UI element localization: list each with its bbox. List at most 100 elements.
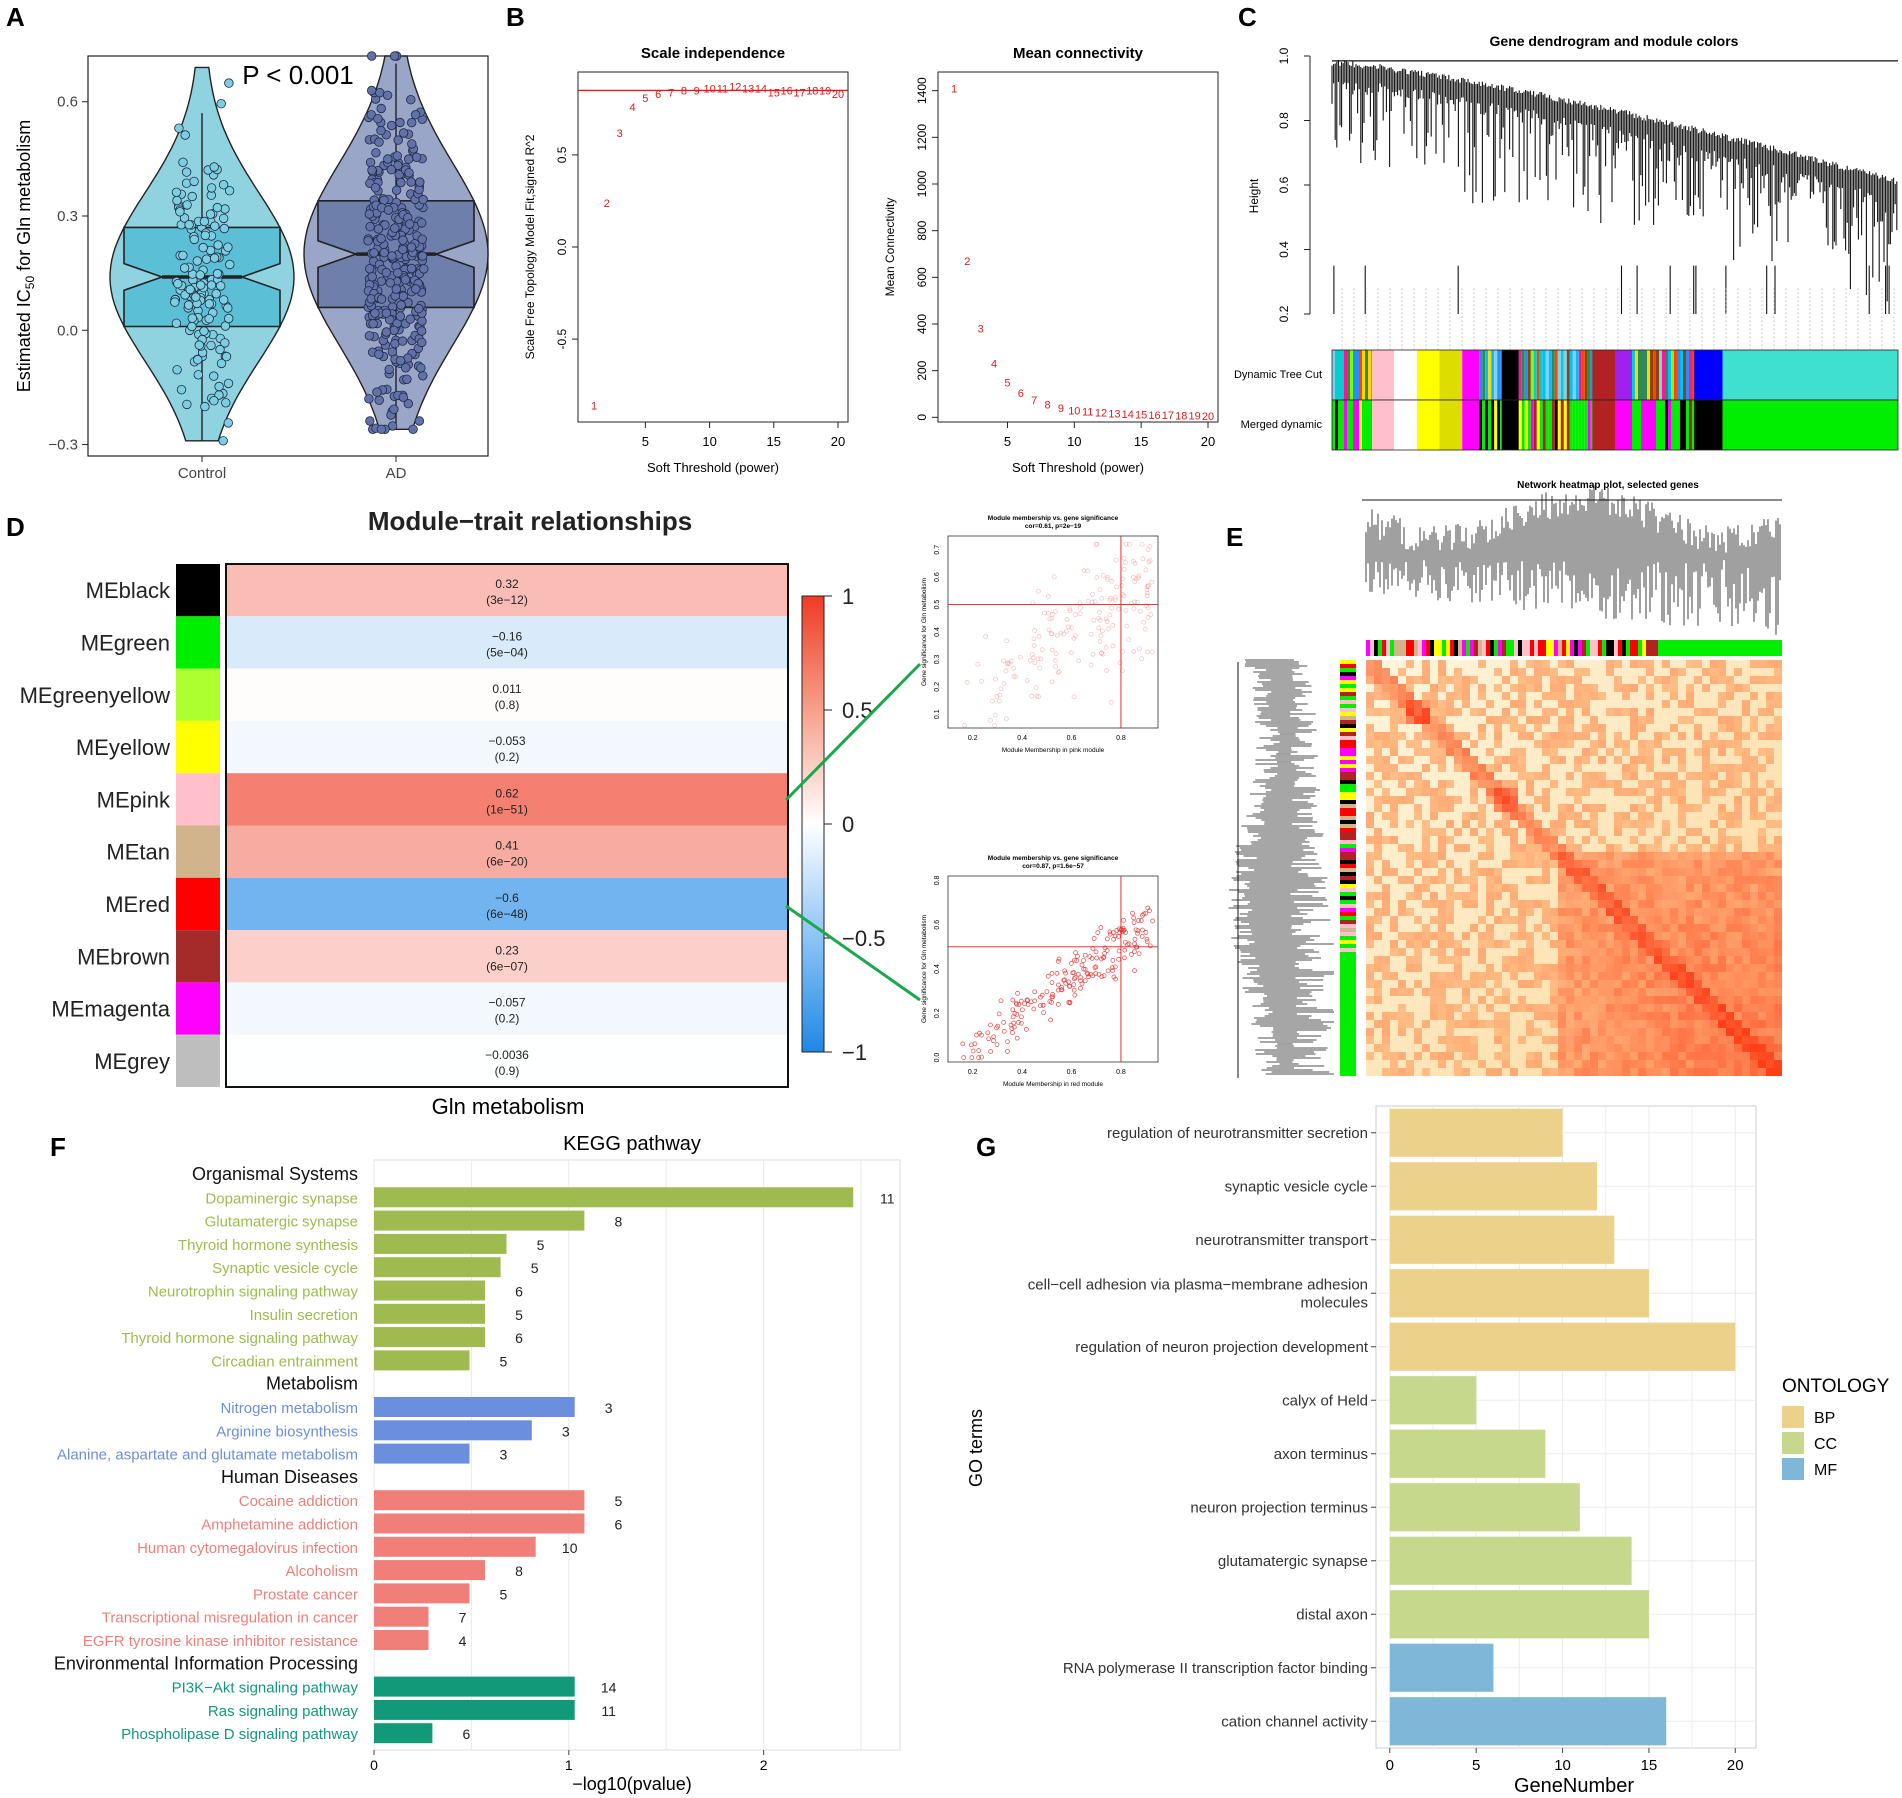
heatmap-cell	[1654, 1004, 1662, 1012]
scatter-point	[1144, 584, 1150, 589]
heatmap-cell	[1774, 676, 1782, 684]
heatmap-cell	[1470, 1012, 1478, 1020]
heatmap-cell	[1486, 940, 1494, 948]
heatmap-cell	[1654, 996, 1662, 1004]
x-tick-label: 20	[1201, 434, 1215, 449]
module-color-strip-top	[1482, 640, 1486, 656]
correlation-value: 0.62	[495, 786, 519, 800]
scatter-point	[1127, 541, 1132, 547]
x-tick-label: 1	[565, 1757, 573, 1773]
data-point	[212, 268, 223, 279]
heatmap-cell	[1534, 828, 1542, 836]
heatmap-cell	[1678, 1052, 1686, 1060]
heatmap-cell	[1622, 868, 1630, 876]
heatmap-cell	[1390, 820, 1398, 828]
x-tick-label: 5	[642, 434, 649, 449]
dynamic-tree-cut-bar	[1557, 350, 1561, 400]
heatmap-cell	[1734, 916, 1742, 924]
heatmap-cell	[1566, 916, 1574, 924]
data-point	[170, 297, 180, 307]
heatmap-cell	[1654, 1052, 1662, 1060]
heatmap-cell	[1422, 724, 1430, 732]
heatmap-cell	[1758, 1044, 1766, 1052]
panel-d-title: Module−trait relationships	[368, 506, 692, 536]
heatmap-cell	[1758, 996, 1766, 1004]
module-color-strip-left	[1340, 876, 1356, 880]
heatmap-cell	[1726, 868, 1734, 876]
heatmap-cell	[1430, 852, 1438, 860]
heatmap-cell	[1518, 844, 1526, 852]
data-point	[386, 120, 397, 131]
heatmap-cell	[1430, 732, 1438, 740]
heatmap-cell	[1574, 788, 1582, 796]
heatmap-cell	[1750, 892, 1758, 900]
scatter-point	[1097, 618, 1103, 623]
module-color-strip-top	[1610, 640, 1614, 656]
heatmap-cell	[1686, 972, 1694, 980]
heatmap-cell	[1758, 812, 1766, 820]
heatmap-cell	[1390, 724, 1398, 732]
heatmap-cell	[1518, 948, 1526, 956]
heatmap-cell	[1670, 780, 1678, 788]
data-point	[404, 168, 414, 178]
dynamic-tree-cut-bar	[1497, 350, 1501, 400]
module-color-strip-left	[1340, 692, 1356, 696]
merged-dynamic-bar	[1686, 400, 1689, 450]
heatmap-cell	[1422, 716, 1430, 724]
heatmap-cell	[1670, 924, 1678, 932]
heatmap-cell	[1622, 692, 1630, 700]
module-color-strip-left	[1340, 768, 1356, 772]
panel-c-gene-dendrogram: Gene dendrogram and module colors Height…	[1234, 33, 1899, 451]
gene-count-label: 6	[515, 1284, 523, 1300]
heatmap-cell	[1694, 676, 1702, 684]
heatmap-cell	[1542, 932, 1550, 940]
module-color-strip-top	[1650, 640, 1654, 656]
heatmap-cell	[1758, 868, 1766, 876]
heatmap-cell	[1406, 860, 1414, 868]
heatmap-cell	[1550, 780, 1558, 788]
heatmap-cell	[1470, 1052, 1478, 1060]
scatter-point	[994, 1025, 999, 1031]
p-value: (0.8)	[495, 698, 520, 712]
heatmap-cell	[1718, 668, 1726, 676]
heatmap-cell	[1494, 868, 1502, 876]
heatmap-cell	[1518, 684, 1526, 692]
scatter-point	[1042, 610, 1047, 616]
module-color-strip-top	[1430, 640, 1434, 656]
heatmap-cell	[1446, 860, 1454, 868]
y-tick-label: 400	[915, 314, 929, 334]
heatmap-cell	[1614, 1028, 1622, 1036]
module-swatch-mepink	[176, 773, 220, 826]
heatmap-cell	[1462, 1052, 1470, 1060]
heatmap-cell	[1414, 1036, 1422, 1044]
heatmap-cell	[1414, 812, 1422, 820]
pathway-label: Cocaine addiction	[239, 1493, 358, 1510]
heatmap-cell	[1502, 1060, 1510, 1068]
scatter-point	[993, 676, 998, 682]
power-point: 17	[793, 87, 805, 99]
heatmap-cell	[1406, 660, 1414, 668]
y-tick-label: -0.5	[555, 328, 569, 349]
scatter-point	[1131, 915, 1137, 921]
scatter-point	[1110, 643, 1116, 649]
x-tick-label: 0	[370, 1757, 378, 1773]
dynamic-tree-cut-bar	[1680, 350, 1683, 400]
heatmap-cell	[1590, 1068, 1598, 1076]
heatmap-cell	[1542, 716, 1550, 724]
heatmap-cell	[1566, 1004, 1574, 1012]
heatmap-cell	[1670, 876, 1678, 884]
module-color-strip-top	[1506, 640, 1510, 656]
heatmap-cell	[1750, 716, 1758, 724]
heatmap-cell	[1542, 916, 1550, 924]
heatmap-cell	[1486, 868, 1494, 876]
heatmap-cell	[1702, 996, 1710, 1004]
heatmap-cell	[1590, 940, 1598, 948]
heatmap-cell	[1486, 836, 1494, 844]
heatmap-cell	[1718, 924, 1726, 932]
heatmap-cell	[1734, 868, 1742, 876]
module-color-strip-top	[1682, 640, 1686, 656]
data-point	[395, 311, 406, 321]
scatter-xtick: 0.8	[1116, 1069, 1126, 1076]
module-color-strip-top	[1382, 640, 1386, 656]
data-point	[223, 242, 233, 252]
